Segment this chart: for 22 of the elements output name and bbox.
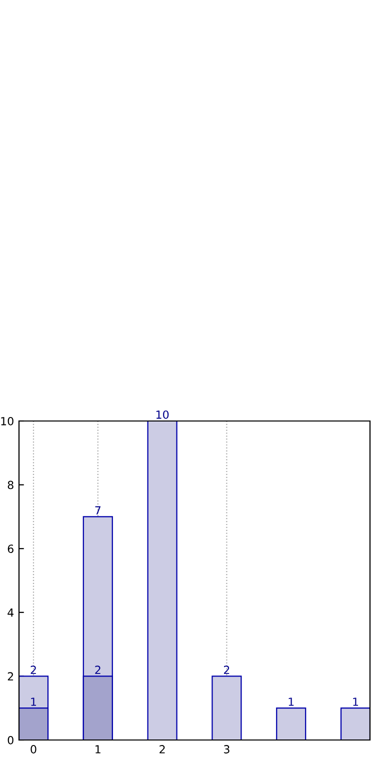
y-tick-label: 4: [8, 608, 14, 617]
y-tick-label: 8: [8, 480, 14, 490]
x-tick-label: 1: [96, 745, 100, 754]
data-label: 7: [95, 506, 100, 514]
x-tick-label: 2: [160, 745, 165, 754]
y-tick-label: 10: [1, 416, 14, 426]
y-tick-label: 2: [8, 672, 14, 680]
bar: [212, 676, 242, 740]
data-label: 1: [288, 698, 294, 706]
bar: [340, 708, 370, 740]
data-label: 2: [224, 666, 230, 674]
data-label: 2: [95, 666, 100, 674]
bar: [276, 708, 306, 740]
y-tick-label: 0: [8, 736, 14, 744]
x-tick-label: 3: [224, 745, 230, 754]
data-label: 10: [156, 410, 169, 419]
y-tick-label: 6: [8, 544, 14, 553]
data-label: 1: [353, 698, 358, 706]
data-label: 2: [30, 666, 36, 674]
bar: [147, 421, 178, 740]
data-label: 1: [31, 698, 36, 706]
x-tick-label: 0: [30, 745, 36, 754]
